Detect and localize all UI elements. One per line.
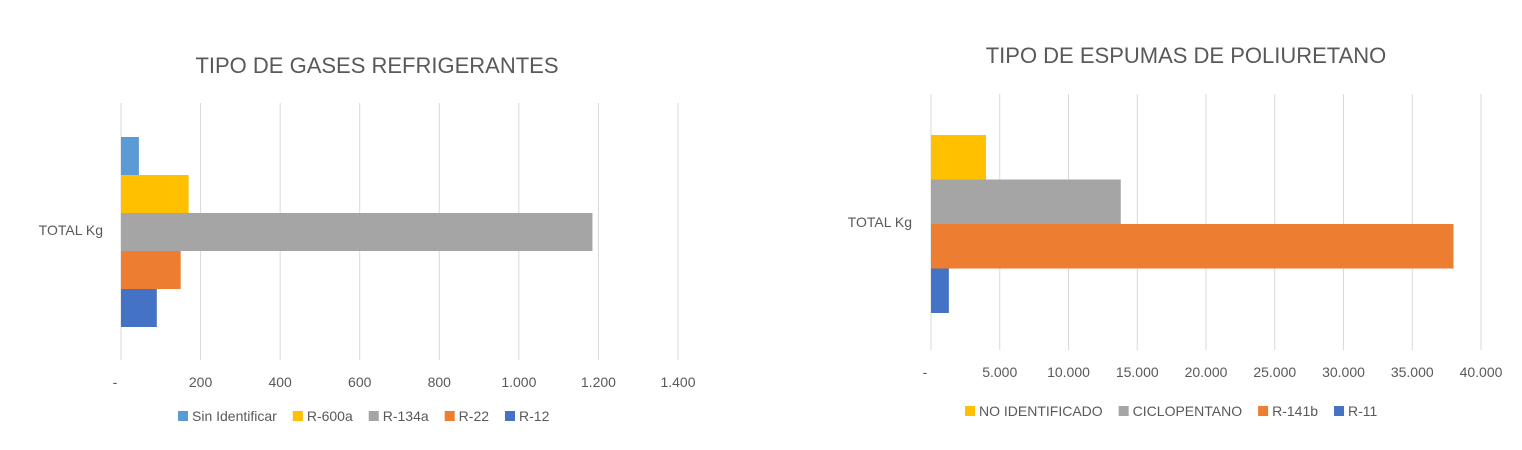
legend-swatch xyxy=(505,411,516,421)
x-tick-label: 5.000 xyxy=(982,364,1017,380)
x-tick-label: 200 xyxy=(189,374,213,390)
bar-r-600a xyxy=(121,175,189,213)
bar-r-134a xyxy=(121,213,593,251)
legend-label: R-12 xyxy=(519,408,550,424)
legend: Sin Identificar R-600a R-134a R-22 R-12 xyxy=(178,408,550,424)
x-tick-label: 400 xyxy=(268,374,292,390)
bar-r-12 xyxy=(121,289,157,327)
x-tick-label: 1.400 xyxy=(660,374,695,390)
bar-ciclopentano xyxy=(931,179,1121,224)
bar-r-141b xyxy=(931,224,1454,269)
legend: NO IDENTIFICADO CICLOPENTANO R-141b R-11 xyxy=(965,403,1378,419)
chart-title: TIPO DE GASES REFRIGERANTES xyxy=(195,53,558,78)
legend-label: CICLOPENTANO xyxy=(1133,403,1243,419)
category-label: TOTAL Kg xyxy=(39,222,103,238)
legend-label: NO IDENTIFICADO xyxy=(979,403,1103,419)
legend-label: R-141b xyxy=(1272,403,1318,419)
legend-swatch xyxy=(965,406,975,416)
legend-label: R-11 xyxy=(1348,403,1378,419)
x-tick-label: 25.000 xyxy=(1253,364,1296,380)
x-tick-label: - xyxy=(923,364,928,380)
legend-swatch xyxy=(368,411,379,421)
legend-label: R-22 xyxy=(459,408,490,424)
legend-swatch xyxy=(178,411,188,421)
bar-r-22 xyxy=(121,251,181,289)
legend-swatch xyxy=(1334,406,1345,416)
espumas-poliuretano-chart: TIPO DE ESPUMAS DE POLIURETANO - 5.000 10.0… xyxy=(848,43,1503,419)
x-tick-label: 35.000 xyxy=(1391,364,1434,380)
x-tick-label: 800 xyxy=(428,374,452,390)
x-tick-label: 600 xyxy=(348,374,372,390)
category-label: TOTAL Kg xyxy=(848,214,912,230)
legend-swatch xyxy=(292,411,303,421)
x-tick-label: 30.000 xyxy=(1322,364,1365,380)
gases-refrigerantes-chart: TIPO DE GASES REFRIGERANTES - 200 400 600 800… xyxy=(39,53,696,424)
legend-swatch xyxy=(1258,406,1269,416)
x-tick-label: 40.000 xyxy=(1460,364,1503,380)
x-tick-label: 1.200 xyxy=(581,374,616,390)
legend-label: Sin Identificar xyxy=(192,408,277,424)
chart-title: TIPO DE ESPUMAS DE POLIURETANO xyxy=(986,43,1387,68)
bar-sin-identificar xyxy=(121,137,139,175)
legend-label: R-134a xyxy=(383,408,429,424)
bar-r-11 xyxy=(931,268,949,313)
bar-no-identificado xyxy=(931,135,986,180)
x-tick-label: 10.000 xyxy=(1047,364,1090,380)
x-tick-label: 1.000 xyxy=(501,374,536,390)
x-tick-label: - xyxy=(113,374,118,390)
legend-swatch xyxy=(1118,406,1129,416)
legend-swatch xyxy=(444,411,455,421)
x-tick-label: 20.000 xyxy=(1185,364,1228,380)
x-tick-label: 15.000 xyxy=(1116,364,1159,380)
legend-label: R-600a xyxy=(307,408,353,424)
